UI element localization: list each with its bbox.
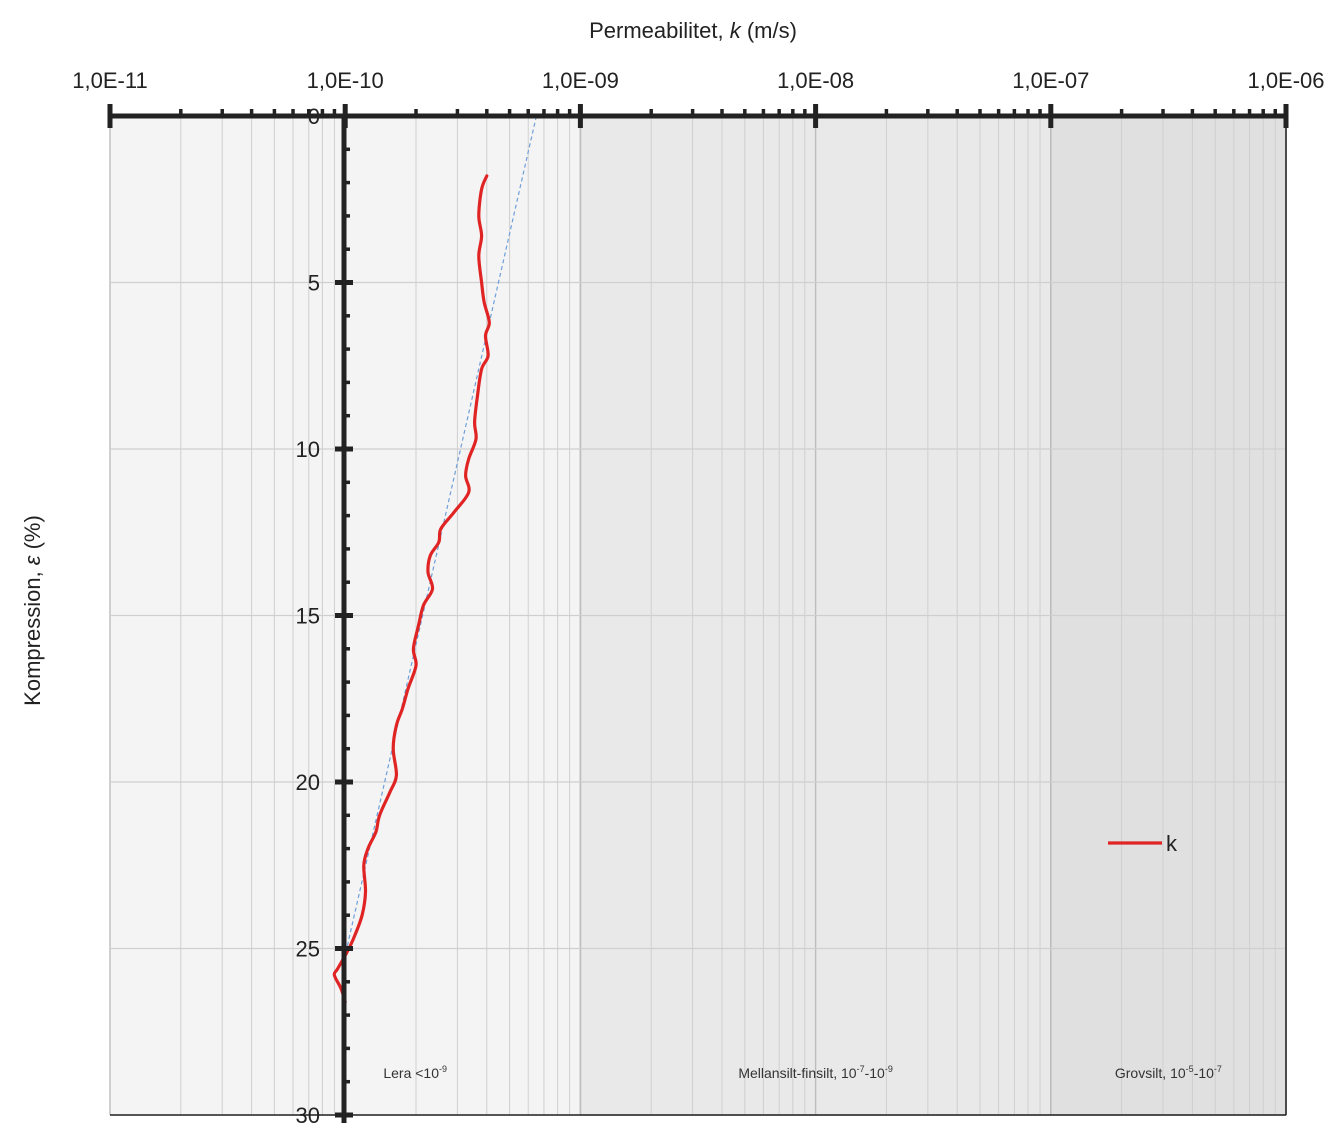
zone-label-lera: Lera <10-9 [383, 1064, 447, 1081]
zone-label-sup: -9 [885, 1064, 893, 1074]
zone-label-sup: -5 [1186, 1064, 1194, 1074]
x-tick-label: 1,0E-09 [542, 68, 619, 93]
x-tick-label: 1,0E-06 [1247, 68, 1324, 93]
y-axis-title-prefix: Kompression, [20, 565, 45, 706]
x-tick-label: 1,0E-10 [307, 68, 384, 93]
axes [107, 104, 1289, 1123]
zone-label-sup: -7 [1214, 1064, 1222, 1074]
zone-label-sup: -7 [857, 1064, 865, 1074]
x-axis-title-unit: (m/s) [741, 18, 797, 43]
zone-label-mid: -10 [1194, 1065, 1214, 1081]
zone-label-mellansilt: Mellansilt-finsilt, 10-7-10-9 [738, 1064, 893, 1081]
zone-label-grovsilt: Grovsilt, 10-5-10-7 [1115, 1064, 1222, 1081]
y-tick-label: 20 [296, 770, 320, 795]
y-axis-title: Kompression, ε (%) [20, 515, 45, 706]
y-tick-label: 25 [296, 937, 320, 962]
zone-label-main: Grovsilt, 10 [1115, 1065, 1186, 1081]
y-tick-label: 0 [308, 104, 320, 129]
legend: k [1108, 831, 1178, 856]
x-axis-title-symbol: k [730, 18, 742, 43]
data-series [332, 174, 491, 1004]
zone-label-mid: -10 [865, 1065, 885, 1081]
x-axis-title: Permeabilitet, k (m/s) [589, 18, 797, 43]
series-line-k [332, 174, 491, 1004]
y-tick-label: 10 [296, 437, 320, 462]
y-axis-title-unit: (%) [20, 515, 45, 555]
x-tick-label: 1,0E-08 [777, 68, 854, 93]
zone-label-main: Lera <10 [383, 1065, 439, 1081]
x-tick-label: 1,0E-07 [1012, 68, 1089, 93]
y-tick-label: 15 [296, 604, 320, 629]
gridlines [109, 115, 1287, 1116]
zone-label-main: Mellansilt-finsilt, 10 [738, 1065, 856, 1081]
labels: 0 5 10 15 20 25 30 1,0E-11 1,0E-10 1,0E-09 1,0E-08… [20, 18, 1325, 1123]
zone-label-sup: -9 [439, 1064, 447, 1074]
x-axis-title-prefix: Permeabilitet, [589, 18, 730, 43]
y-axis-title-symbol: ε [20, 555, 45, 565]
x-tick-label: 1,0E-11 [72, 68, 147, 93]
y-tick-label: 5 [308, 271, 320, 296]
y-tick-label: 30 [296, 1103, 320, 1123]
legend-label: k [1166, 831, 1178, 856]
